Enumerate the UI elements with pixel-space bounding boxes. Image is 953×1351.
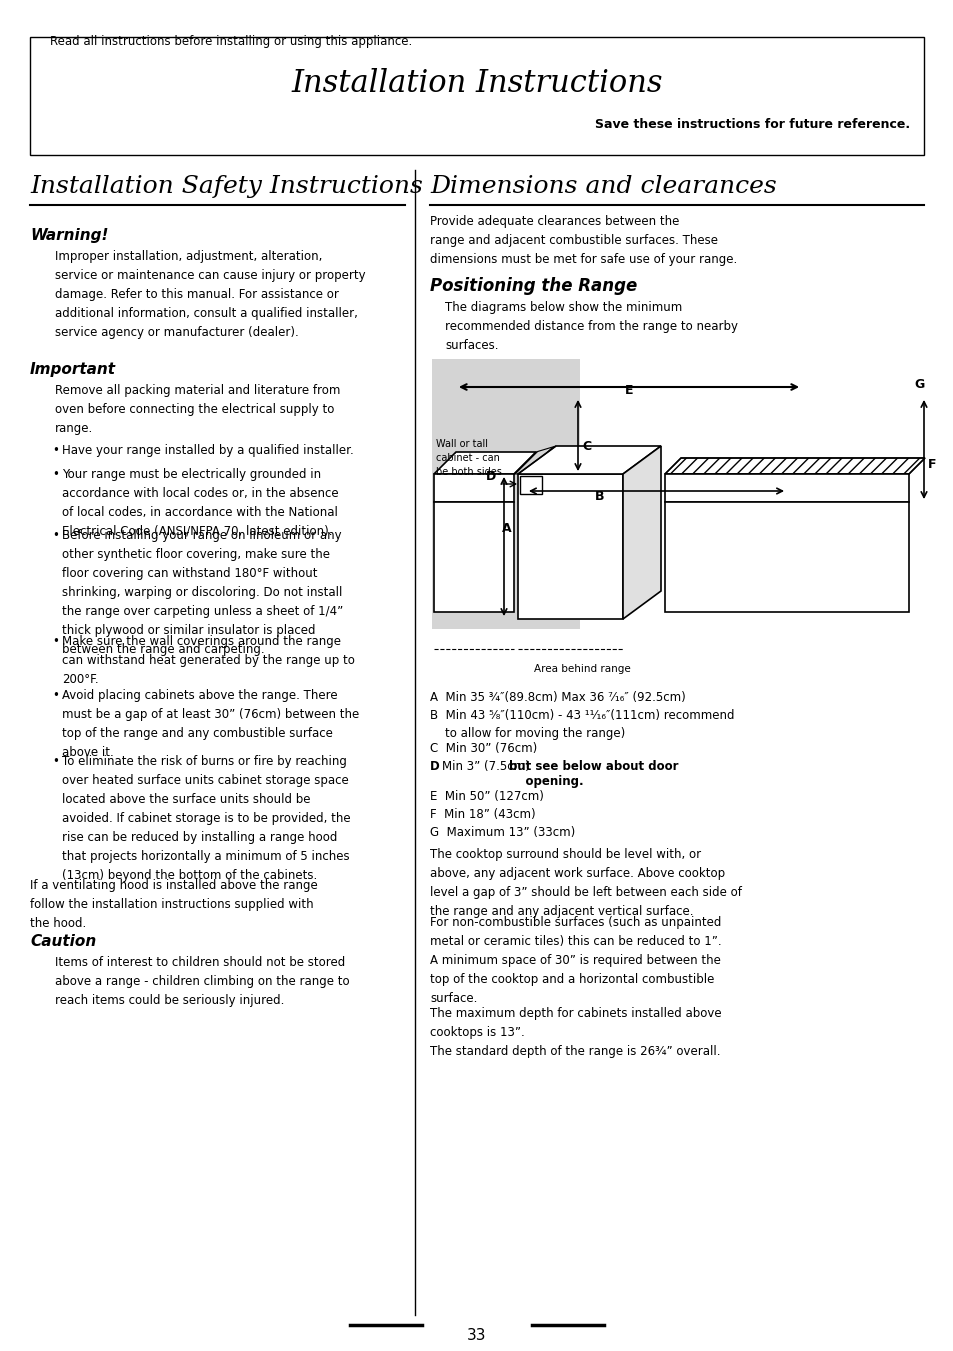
Text: B: B [595, 490, 604, 504]
Text: The diagrams below show the minimum
recommended distance from the range to nearb: The diagrams below show the minimum reco… [444, 301, 738, 353]
Text: Installation Safety Instructions: Installation Safety Instructions [30, 176, 422, 199]
Text: E: E [624, 384, 633, 396]
Bar [517, 474, 622, 619]
Text: C  Min 30” (76cm): C Min 30” (76cm) [430, 742, 537, 755]
Text: Read all instructions before installing or using this appliance.: Read all instructions before installing … [50, 35, 412, 49]
Text: F: F [927, 458, 936, 470]
Text: •: • [52, 530, 59, 542]
Text: Have your range installed by a qualified installer.: Have your range installed by a qualified… [62, 444, 354, 457]
Text: Before installing your range on linoleum or any
other synthetic floor covering, : Before installing your range on linoleum… [62, 530, 343, 657]
Text: Make sure the wall coverings around the range
can withstand heat generated by th: Make sure the wall coverings around the … [62, 635, 355, 686]
Text: 33: 33 [467, 1328, 486, 1343]
Text: G: G [913, 378, 923, 392]
Text: Installation Instructions: Installation Instructions [291, 68, 662, 99]
Polygon shape [517, 446, 660, 474]
Text: For non-combustible surfaces (such as unpainted
metal or ceramic tiles) this can: For non-combustible surfaces (such as un… [430, 916, 720, 948]
Text: Caution: Caution [30, 934, 96, 948]
Text: A: A [501, 523, 511, 535]
Text: Area behind range: Area behind range [533, 663, 630, 674]
Bar [30, 36, 923, 155]
Polygon shape [664, 458, 924, 474]
Text: Wall or tall
cabinet - can
be both sides: Wall or tall cabinet - can be both sides [436, 439, 501, 477]
Text: Provide adequate clearances between the
range and adjacent combustible surfaces.: Provide adequate clearances between the … [430, 215, 737, 266]
Text: E  Min 50” (127cm): E Min 50” (127cm) [430, 790, 543, 802]
Bar [434, 503, 514, 612]
Text: Dimensions and clearances: Dimensions and clearances [430, 176, 776, 199]
Text: •: • [52, 444, 59, 457]
Text: F  Min 18” (43cm): F Min 18” (43cm) [430, 808, 535, 821]
Text: Items of interest to children should not be stored
above a range - children clim: Items of interest to children should not… [55, 957, 349, 1006]
Text: •: • [52, 755, 59, 767]
Text: C: C [581, 440, 591, 454]
Bar [519, 476, 541, 494]
Bar [664, 503, 908, 612]
Text: Save these instructions for future reference.: Save these instructions for future refer… [595, 118, 909, 131]
Text: Avoid placing cabinets above the range. There
must be a gap of at least 30” (76c: Avoid placing cabinets above the range. … [62, 689, 359, 759]
Text: Your range must be electrically grounded in
accordance with local codes or, in t: Your range must be electrically grounded… [62, 467, 338, 538]
Text: If a ventilating hood is installed above the range
follow the installation instr: If a ventilating hood is installed above… [30, 880, 317, 929]
Text: The standard depth of the range is 26¾” overall.: The standard depth of the range is 26¾” … [430, 1046, 720, 1058]
Bar [434, 474, 514, 503]
Polygon shape [622, 446, 660, 619]
Text: Min 3” (7.5cm): Min 3” (7.5cm) [441, 761, 533, 773]
Text: Improper installation, adjustment, alteration,
service or maintenance can cause : Improper installation, adjustment, alter… [55, 250, 365, 339]
Bar [664, 474, 908, 503]
Text: G  Maximum 13” (33cm): G Maximum 13” (33cm) [430, 825, 575, 839]
Text: B  Min 43 ⁵⁄₈″(110cm) - 43 ¹¹⁄₁₆″(111cm) recommend
    to allow for moving the r: B Min 43 ⁵⁄₈″(110cm) - 43 ¹¹⁄₁₆″(111cm) … [430, 709, 734, 740]
Text: A minimum space of 30” is required between the
top of the cooktop and a horizont: A minimum space of 30” is required betwe… [430, 954, 720, 1005]
Polygon shape [434, 453, 536, 474]
Text: To eliminate the risk of burns or fire by reaching
over heated surface units cab: To eliminate the risk of burns or fire b… [62, 755, 351, 882]
Text: •: • [52, 635, 59, 648]
Text: •: • [52, 467, 59, 481]
Text: Important: Important [30, 362, 116, 377]
Text: Positioning the Range: Positioning the Range [430, 277, 637, 295]
Text: •: • [52, 689, 59, 703]
Text: A  Min 35 ¾″(89.8cm) Max 36 ⁷⁄₁₆″ (92.5cm): A Min 35 ¾″(89.8cm) Max 36 ⁷⁄₁₆″ (92.5cm… [430, 690, 685, 704]
Text: but see below about door
    opening.: but see below about door opening. [509, 761, 679, 788]
Text: D: D [430, 761, 439, 773]
Text: The maximum depth for cabinets installed above
cooktops is 13”.: The maximum depth for cabinets installed… [430, 1006, 720, 1039]
Text: Remove all packing material and literature from
oven before connecting the elect: Remove all packing material and literatu… [55, 384, 340, 435]
Text: Warning!: Warning! [30, 228, 109, 243]
Text: The cooktop surround should be level with, or
above, any adjacent work surface. : The cooktop surround should be level wit… [430, 848, 741, 917]
Bar [432, 359, 579, 630]
Text: D: D [485, 470, 496, 484]
